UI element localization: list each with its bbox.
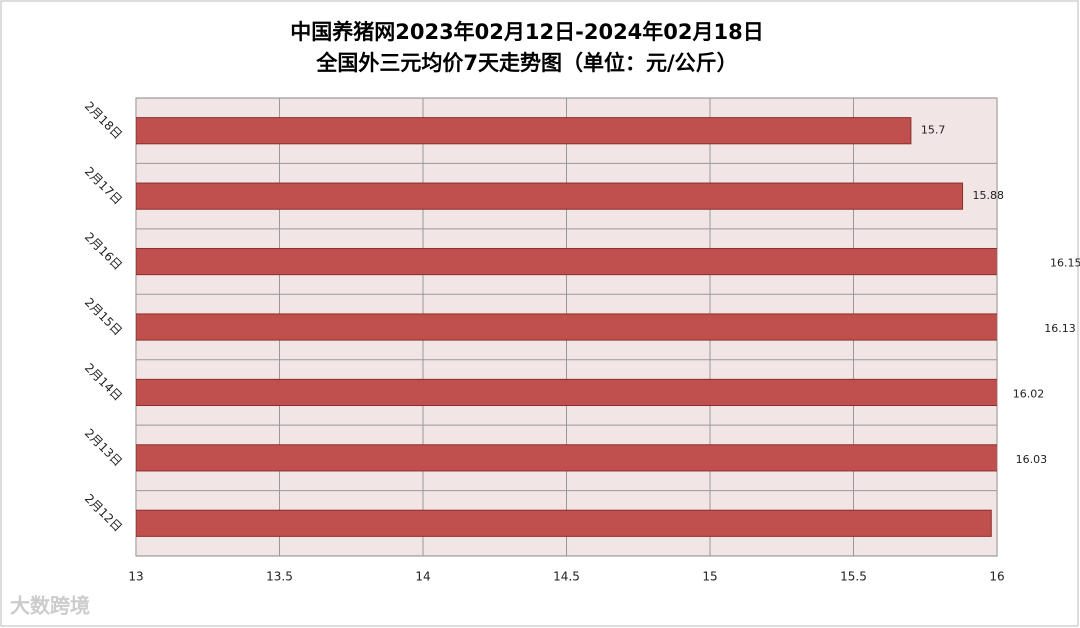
value-label: 16.03 — [1016, 453, 1048, 466]
bar — [136, 509, 992, 537]
x-tick-label: 16 — [989, 570, 1004, 584]
x-tick-label: 14.5 — [553, 570, 580, 584]
plot — [136, 98, 997, 556]
x-tick-label: 15.5 — [840, 570, 867, 584]
x-tick-label: 15 — [702, 570, 717, 584]
bar — [136, 247, 997, 276]
chart-title: 中国养猪网2023年02月12日-2024年02月18日 — [290, 20, 764, 44]
value-label: 15.7 — [921, 124, 946, 137]
x-tick-label: 14 — [415, 570, 430, 584]
bar — [136, 444, 997, 472]
value-label: 16.13 — [1044, 322, 1076, 335]
x-tick-label: 13.5 — [266, 570, 293, 584]
bar — [136, 117, 912, 145]
bar — [136, 378, 997, 407]
value-label: 15.88 — [973, 189, 1005, 202]
bar — [136, 182, 964, 210]
chart-subtitle: 全国外三元均价7天走势图（单位：元/公斤） — [315, 51, 737, 75]
bar — [136, 313, 997, 341]
value-label: 16.15 — [1050, 257, 1080, 270]
watermark: 大数跨境 — [10, 594, 90, 618]
x-tick-label: 13 — [128, 570, 143, 584]
value-label: 16.02 — [1013, 387, 1045, 400]
